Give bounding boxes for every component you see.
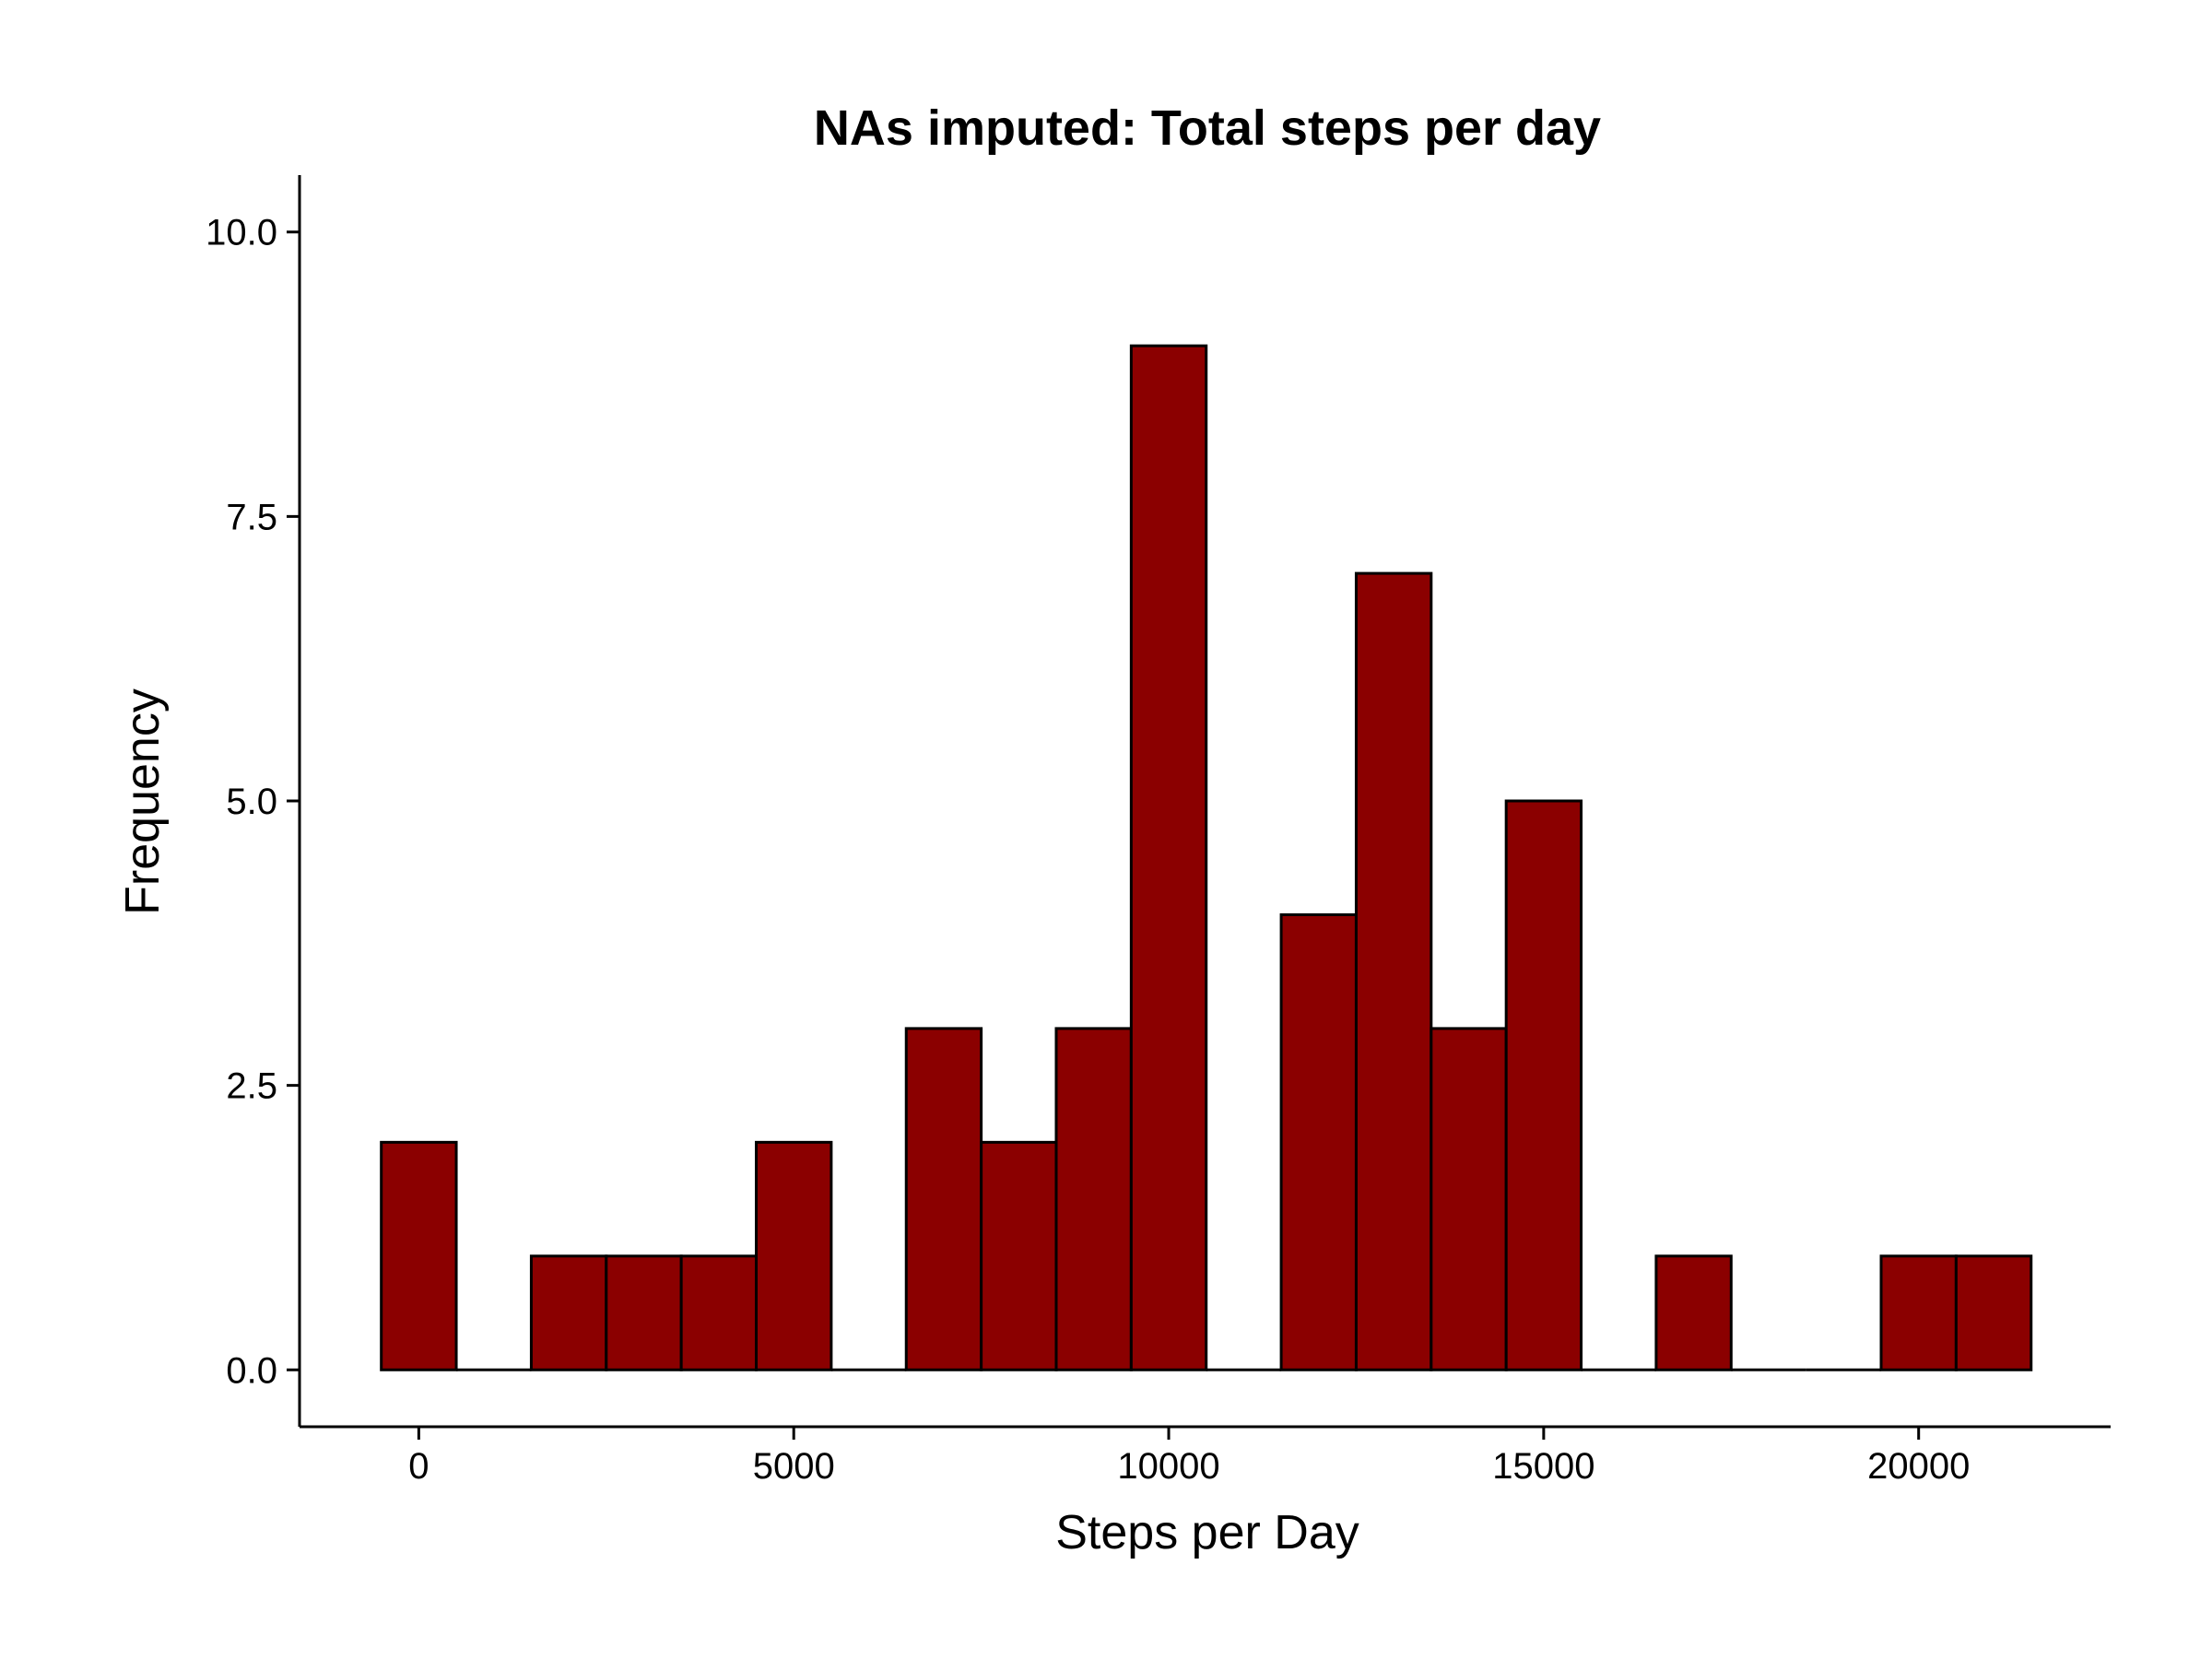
histogram-bar — [755, 1140, 833, 1371]
y-tick-label: 5.0 — [226, 782, 277, 822]
histogram-bar — [904, 1027, 983, 1371]
histogram-bar — [380, 1140, 458, 1371]
histogram-bar — [529, 1254, 608, 1371]
y-tick-label: 0.0 — [226, 1350, 277, 1391]
x-tick-label: 15000 — [1492, 1446, 1594, 1487]
histogram-bar — [605, 1254, 683, 1371]
histogram-bar — [679, 1254, 759, 1371]
histogram-bar — [1654, 1254, 1733, 1371]
bars-layer — [380, 344, 2033, 1371]
histogram-bar — [1054, 1027, 1133, 1371]
histogram-bar — [1879, 1254, 1958, 1371]
x-tick-label: 0 — [408, 1446, 429, 1487]
x-tick-label: 5000 — [753, 1446, 835, 1487]
axes-layer: 0 5000 10000 15000 20000 0.0 2.5 5.0 7.5 10.0 — [206, 175, 2111, 1487]
y-axis-title: Frequency — [116, 688, 170, 915]
chart-title: NAs imputed: Total steps per day — [814, 100, 1601, 156]
histogram-bar — [1504, 799, 1583, 1371]
y-tick-label: 10.0 — [206, 213, 277, 253]
histogram-bar — [1279, 912, 1358, 1371]
histogram-bar — [1430, 1027, 1508, 1371]
histogram-bar — [1129, 344, 1208, 1371]
histogram-bar — [1954, 1254, 2033, 1371]
histogram-bar — [1354, 571, 1433, 1371]
x-tick-label: 20000 — [1867, 1446, 1970, 1487]
y-tick-label: 2.5 — [226, 1066, 277, 1107]
histogram-bar — [980, 1140, 1058, 1371]
x-axis-title: Steps per Day — [1055, 1506, 1359, 1559]
x-tick-label: 10000 — [1117, 1446, 1219, 1487]
y-tick-label: 7.5 — [226, 497, 277, 537]
